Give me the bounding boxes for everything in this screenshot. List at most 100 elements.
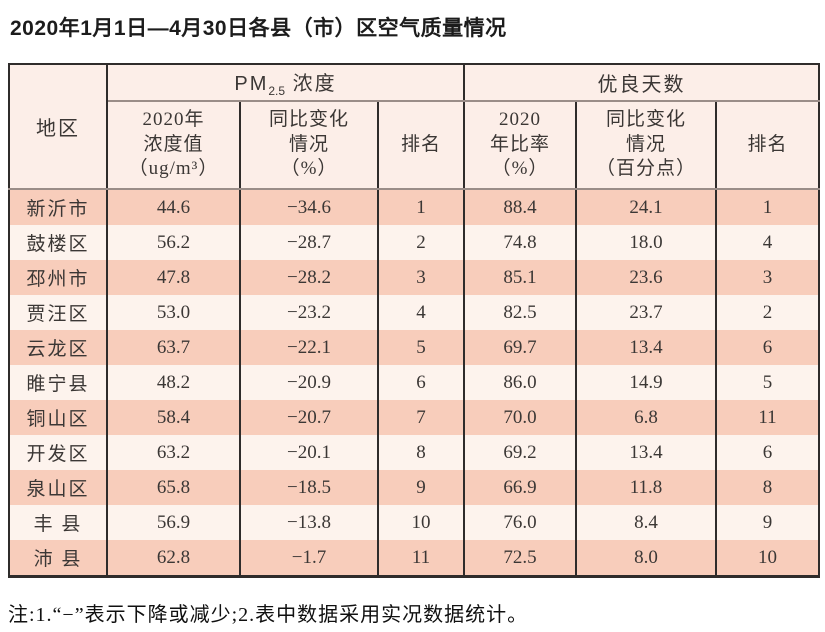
value-cell: 23.7: [575, 295, 718, 330]
pm25-value-header: 2020年 浓度值 （ug/m³）: [106, 101, 241, 190]
value-cell: 8.0: [575, 540, 718, 577]
pm25-label-suffix: 浓度: [285, 73, 337, 95]
value-cell: 3: [376, 260, 466, 295]
value-cell: 44.6: [106, 189, 241, 225]
page-title: 2020年1月1日—4月30日各县（市）区空气质量情况: [10, 17, 507, 40]
good-days-group-header: 优良天数: [463, 64, 821, 102]
value-cell: 76.0: [463, 505, 578, 540]
value-cell: 58.4: [106, 400, 241, 435]
value-cell: 3: [715, 260, 821, 295]
pm25-group-header: PM2.5 浓度: [105, 64, 466, 102]
table-row: 贾汪区 53.0 −23.2 4 82.5 23.7 2: [8, 295, 821, 330]
value-cell: 48.2: [106, 365, 241, 400]
value-cell: 6: [715, 330, 821, 365]
region-column-header: 地区: [8, 64, 108, 190]
table-row: 睢宁县 48.2 −20.9 6 86.0 14.9 5: [8, 365, 821, 400]
value-cell: 56.2: [106, 225, 241, 260]
value-cell: −13.8: [239, 505, 379, 540]
value-cell: 24.1: [575, 189, 718, 225]
value-cell: 7: [376, 400, 466, 435]
value-cell: 53.0: [106, 295, 241, 330]
value-cell: −20.9: [239, 365, 379, 400]
table-row: 沛 县 62.8 −1.7 11 72.5 8.0 10: [8, 540, 821, 577]
value-cell: 5: [376, 330, 466, 365]
value-cell: −22.1: [239, 330, 379, 365]
table-row: 新沂市 44.6 −34.6 1 88.4 24.1 1: [8, 189, 821, 225]
value-cell: −20.1: [239, 435, 379, 470]
value-cell: 6: [376, 365, 466, 400]
sub-header-row: 2020年 浓度值 （ug/m³） 同比变化 情况 （%） 排名 2020 年比…: [9, 101, 821, 190]
value-cell: 63.7: [106, 330, 241, 365]
value-cell: 9: [376, 470, 466, 505]
pm25-label-prefix: PM: [234, 73, 269, 95]
value-cell: 47.8: [106, 260, 241, 295]
value-cell: 1: [376, 189, 466, 225]
table-body: 新沂市 44.6 −34.6 1 88.4 24.1 1 鼓楼区 56.2 −2…: [8, 189, 821, 577]
table-row: 丰 县 56.9 −13.8 10 76.0 8.4 9: [8, 505, 821, 540]
value-cell: −34.6: [239, 189, 379, 225]
value-cell: 72.5: [463, 540, 578, 577]
days-change-header: 同比变化 情况 （百分点）: [575, 101, 718, 190]
value-cell: 70.0: [463, 400, 578, 435]
table-row: 铜山区 58.4 −20.7 7 70.0 6.8 11: [8, 400, 821, 435]
region-cell: 铜山区: [8, 400, 108, 435]
value-cell: 23.6: [575, 260, 718, 295]
table-row: 邳州市 47.8 −28.2 3 85.1 23.6 3: [8, 260, 821, 295]
region-cell: 新沂市: [8, 189, 108, 225]
footnote: 注:1.“−”表示下降或减少;2.表中数据采用实况数据统计。: [8, 604, 529, 626]
table-row: 鼓楼区 56.2 −28.7 2 74.8 18.0 4: [8, 225, 821, 260]
value-cell: 9: [715, 505, 821, 540]
region-cell: 邳州市: [8, 260, 108, 295]
value-cell: 10: [376, 505, 466, 540]
value-cell: 1: [715, 189, 821, 225]
value-cell: 13.4: [575, 435, 718, 470]
value-cell: −28.7: [239, 225, 379, 260]
table-row: 泉山区 65.8 −18.5 9 66.9 11.8 8: [8, 470, 821, 505]
value-cell: 2: [715, 295, 821, 330]
value-cell: 8: [376, 435, 466, 470]
value-cell: 62.8: [106, 540, 241, 577]
group-header-row: 地区 PM2.5 浓度 优良天数: [8, 64, 821, 190]
value-cell: 2: [376, 225, 466, 260]
value-cell: 63.2: [106, 435, 241, 470]
value-cell: 11.8: [575, 470, 718, 505]
value-cell: −18.5: [239, 470, 379, 505]
pm25-rank-header: 排名: [376, 101, 466, 190]
value-cell: 4: [376, 295, 466, 330]
value-cell: 5: [715, 365, 821, 400]
value-cell: −28.2: [239, 260, 379, 295]
pm25-label-subscript: 2.5: [268, 84, 286, 98]
value-cell: 86.0: [463, 365, 578, 400]
table-row: 云龙区 63.7 −22.1 5 69.7 13.4 6: [8, 330, 821, 365]
region-cell: 开发区: [8, 435, 108, 470]
value-cell: 85.1: [463, 260, 578, 295]
value-cell: 14.9: [575, 365, 718, 400]
region-cell: 沛 县: [8, 540, 108, 577]
region-cell: 丰 县: [8, 505, 108, 540]
value-cell: 11: [715, 400, 821, 435]
value-cell: 66.9: [463, 470, 578, 505]
air-quality-table: 地区 PM2.5 浓度 优良天数 2020年 浓度值 （ug/m³） 同比变化 …: [8, 63, 821, 578]
region-cell: 贾汪区: [8, 295, 108, 330]
value-cell: 18.0: [575, 225, 718, 260]
days-rank-header: 排名: [715, 101, 821, 190]
value-cell: 10: [715, 540, 821, 577]
region-cell: 睢宁县: [8, 365, 108, 400]
value-cell: −20.7: [239, 400, 379, 435]
value-cell: 6.8: [575, 400, 718, 435]
region-cell: 泉山区: [8, 470, 108, 505]
value-cell: 8: [715, 470, 821, 505]
value-cell: 6: [715, 435, 821, 470]
value-cell: 69.2: [463, 435, 578, 470]
value-cell: 65.8: [106, 470, 241, 505]
value-cell: 8.4: [575, 505, 718, 540]
value-cell: 56.9: [106, 505, 241, 540]
pm25-change-header: 同比变化 情况 （%）: [239, 101, 379, 190]
value-cell: −23.2: [239, 295, 379, 330]
value-cell: 11: [376, 540, 466, 577]
value-cell: −1.7: [239, 540, 379, 577]
region-cell: 云龙区: [8, 330, 108, 365]
value-cell: 13.4: [575, 330, 718, 365]
value-cell: 82.5: [463, 295, 578, 330]
region-cell: 鼓楼区: [8, 225, 108, 260]
